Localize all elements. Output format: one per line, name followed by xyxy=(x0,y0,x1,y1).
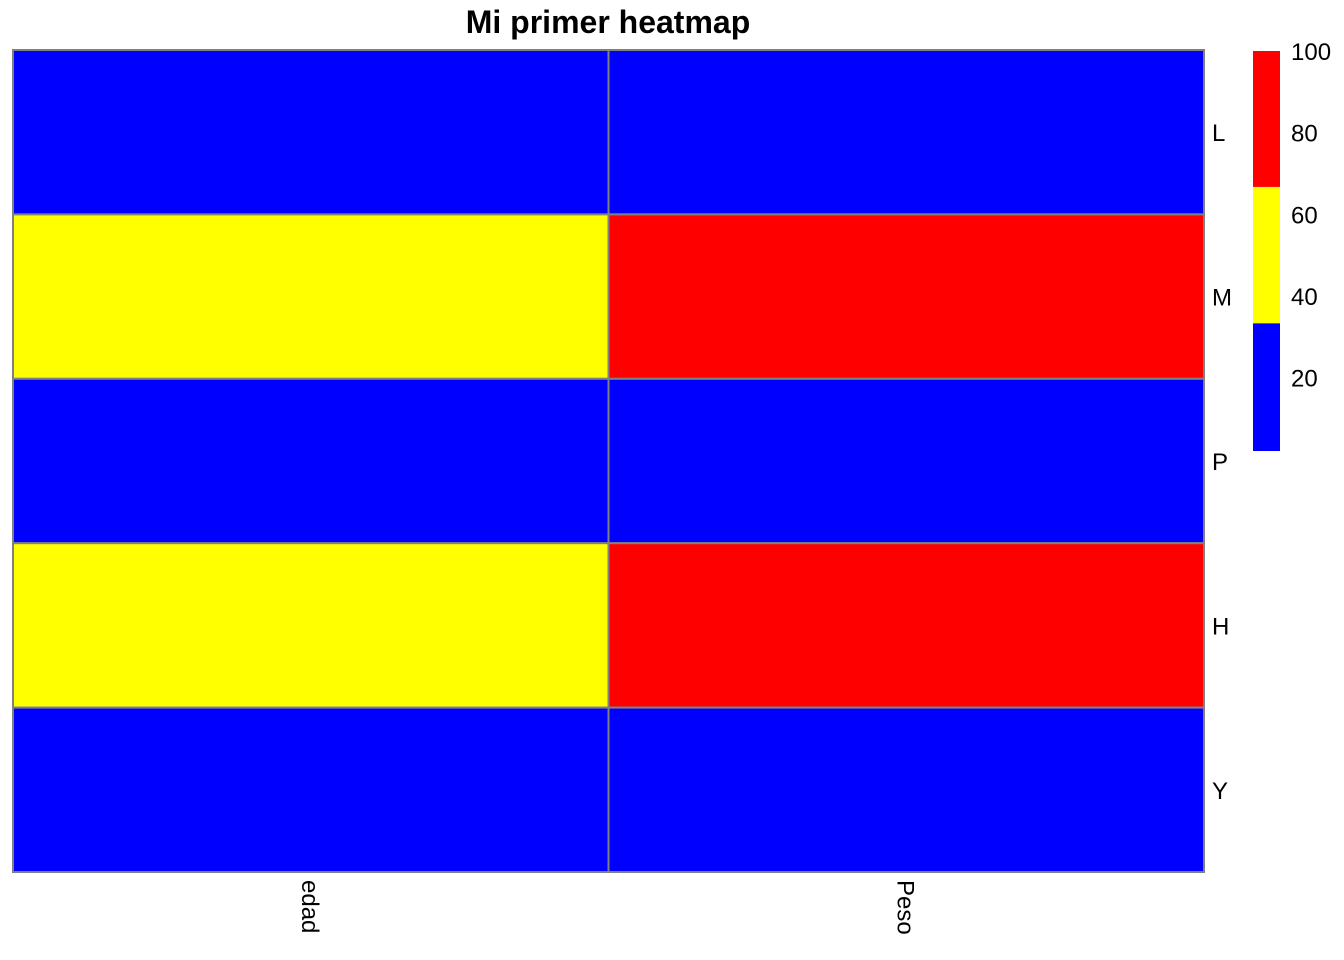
legend-tick-label: 60 xyxy=(1291,202,1318,229)
heatmap-cell-L-Peso xyxy=(607,49,1205,216)
legend-tick-label: 80 xyxy=(1291,121,1318,148)
row-label-Y: Y xyxy=(1212,778,1228,805)
legend-tick-label: 40 xyxy=(1291,284,1318,311)
heatmap-cell-H-edad xyxy=(12,542,610,709)
heatmap-cell-P-edad xyxy=(12,377,610,545)
heatmap-cell-Y-Peso xyxy=(607,706,1205,873)
row-label-M: M xyxy=(1212,285,1232,312)
heatmap-cell-M-edad xyxy=(12,213,610,380)
heatmap-cells xyxy=(12,49,1205,873)
heatmap-cell-P-Peso xyxy=(607,377,1205,545)
chart-title: Mi primer heatmap xyxy=(465,4,751,40)
heatmap-cell-Y-edad xyxy=(12,706,610,873)
legend-color-block-2 xyxy=(1253,51,1280,187)
column-label-edad: edad xyxy=(296,880,323,933)
row-label-L: L xyxy=(1212,120,1225,147)
row-labels: L M P H Y xyxy=(1212,120,1232,805)
legend-color-block-1 xyxy=(1253,186,1280,324)
legend-color-block-0 xyxy=(1253,323,1280,451)
heatmap-cell-M-Peso xyxy=(607,213,1205,380)
heatmap-cell-L-edad xyxy=(12,49,610,216)
heatmap-cell-H-Peso xyxy=(607,542,1205,709)
color-legend: 20 40 60 80 100 xyxy=(1253,39,1331,451)
legend-tick-label: 20 xyxy=(1291,366,1318,393)
legend-tick-label: 100 xyxy=(1291,39,1331,66)
column-label-Peso: Peso xyxy=(891,880,918,935)
column-labels: edad Peso xyxy=(296,880,919,935)
row-label-P: P xyxy=(1212,449,1228,476)
row-label-H: H xyxy=(1212,613,1229,640)
